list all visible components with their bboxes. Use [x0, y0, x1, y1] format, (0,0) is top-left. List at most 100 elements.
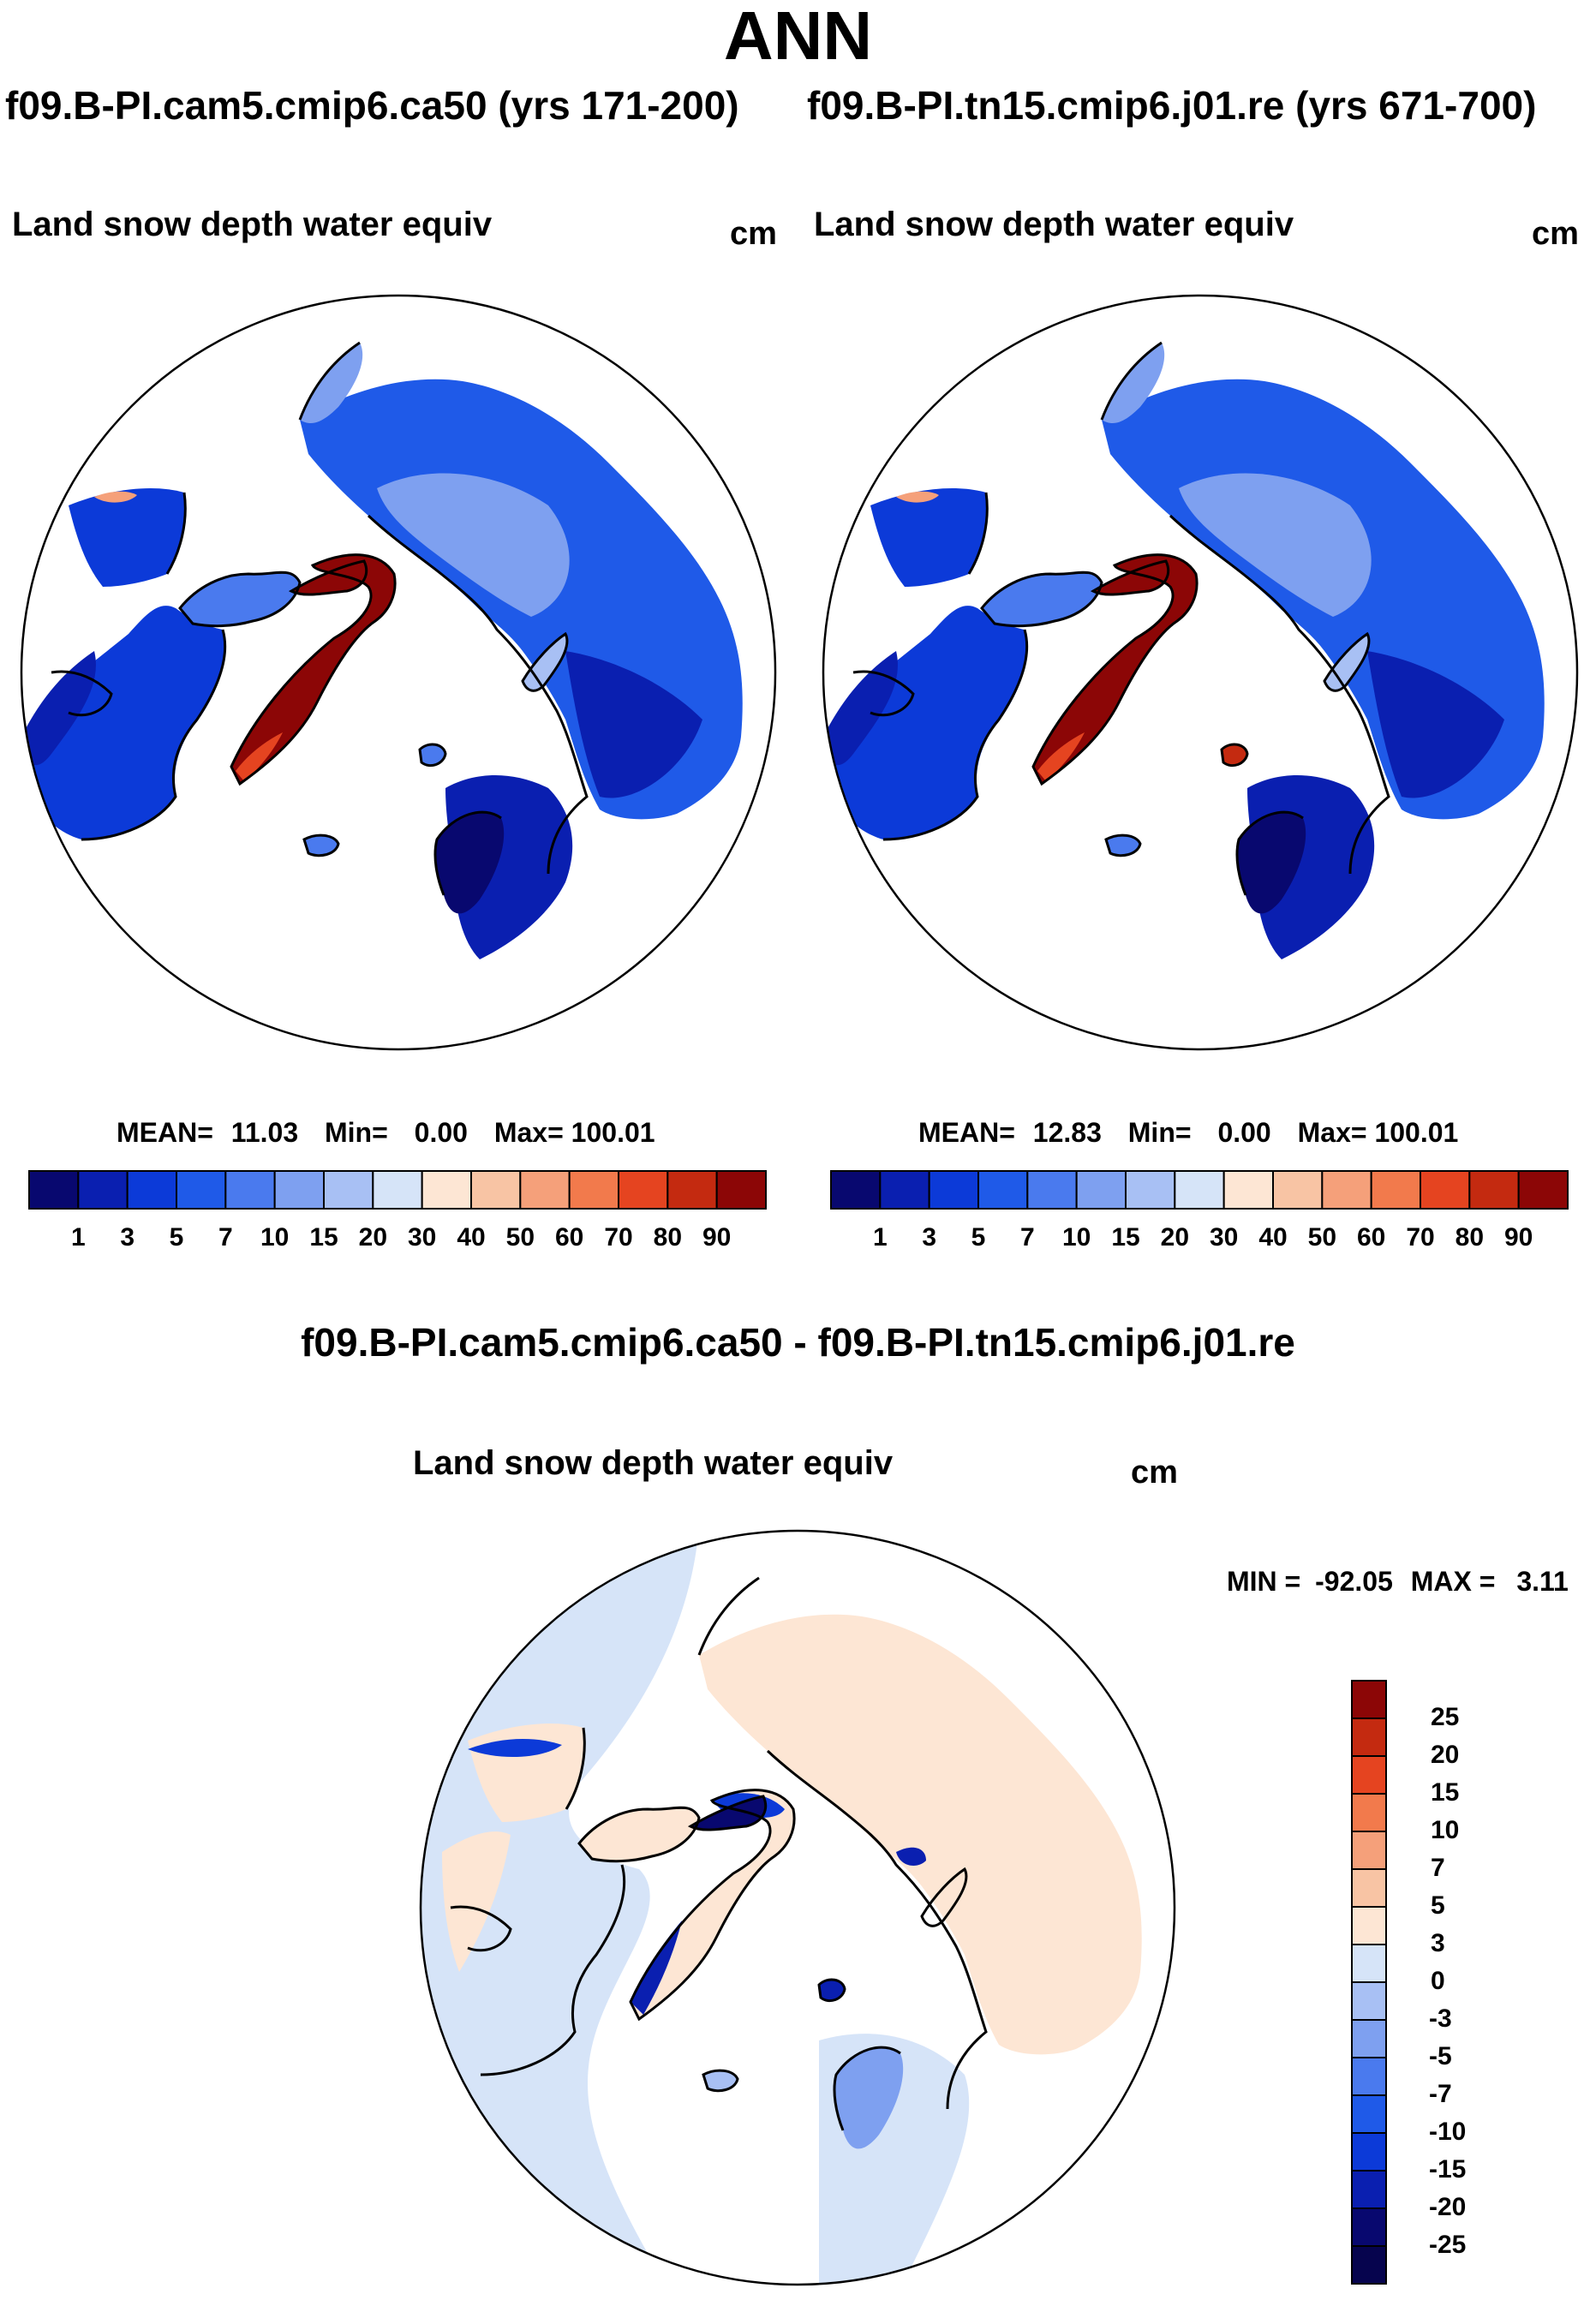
colorbar-swatch [1351, 2057, 1387, 2096]
colorbar-tick-label: 50 [1307, 1223, 1337, 1252]
ellesmere-diff-region [690, 1796, 766, 1831]
colorbar-tick-label: 3 [1431, 1929, 1445, 1957]
colorbar-swatch [1351, 1755, 1387, 1795]
colorbar-tick-label: 90 [702, 1223, 732, 1252]
ellesmere-region [1093, 561, 1169, 595]
colorbar-swatch [28, 1170, 80, 1210]
chukotka-region [1102, 343, 1165, 424]
siberia-south-region [1367, 651, 1504, 798]
coastline [298, 341, 361, 421]
colorbar-tick-label: 20 [1431, 1741, 1460, 1769]
diff-map [419, 1529, 1176, 2286]
ellesmere-region [291, 561, 367, 595]
colorbar-swatch [372, 1170, 423, 1210]
coastline [1323, 631, 1371, 692]
colorbar-tick-label: 80 [1455, 1223, 1485, 1252]
coastline [230, 553, 397, 786]
colorbar-swatch [928, 1170, 979, 1210]
colorbar-swatch [77, 1170, 129, 1210]
colorbar-tick-label: 5 [1431, 1891, 1445, 1920]
main-title: ANN [723, 0, 873, 74]
archipelago-region [982, 572, 1102, 626]
colorbar-swatch [1370, 1170, 1422, 1210]
colorbar-tick-label: 5 [169, 1223, 184, 1252]
colorbar-swatch [1351, 1793, 1387, 1832]
colorbar-tick-label: 15 [1111, 1223, 1140, 1252]
right-min-value: 0.00 [1217, 1117, 1271, 1148]
map-boundary [419, 1529, 1176, 2286]
alaska-coast-highlight [94, 491, 137, 503]
colorbar-swatch [666, 1170, 718, 1210]
coastline [565, 1727, 586, 1810]
coastline [629, 1789, 796, 2022]
coastline [450, 1905, 512, 1952]
colorbar-tick-label: 0 [1431, 1967, 1445, 1995]
colorbar-tick-label: -5 [1429, 2042, 1452, 2070]
coastline [367, 514, 589, 875]
colorbar-tick-label: 1 [872, 1223, 888, 1252]
left-colorbar-ticks: 1 3 5 7 10 15 20 30 40 50 60 70 80 90 [26, 1223, 773, 1258]
coastline [577, 1806, 701, 1863]
colorbar-tick-label: 7 [1019, 1223, 1035, 1252]
colorbar-tick-label: 60 [554, 1223, 584, 1252]
coastline [1090, 559, 1170, 596]
diff-max-value: 3.11 [1516, 1566, 1569, 1597]
left-mean-value: 11.03 [230, 1117, 299, 1148]
canada-east-region [21, 651, 96, 766]
greenland-margin-region [1037, 732, 1085, 781]
alaska-region [69, 488, 186, 587]
colorbar-tick-label: 3 [922, 1223, 936, 1252]
siberia-north-region [377, 473, 570, 617]
left-min-label: Min= [325, 1117, 388, 1148]
novaya-diff-region [896, 1847, 926, 1866]
svalbard-region [420, 744, 445, 766]
diff-stats: MIN = -92.05 MAX = 3.11 [1227, 1566, 1569, 1598]
scandinavia-diff-region [834, 2047, 904, 2149]
right-panel-units: cm [1532, 216, 1579, 252]
diff-min-value: -92.05 [1315, 1566, 1393, 1597]
diff-colorbar [1351, 1680, 1387, 2285]
coastline [480, 1864, 626, 2076]
colorbar-tick-label: 10 [1431, 1816, 1460, 1844]
colorbar-swatch [618, 1170, 669, 1210]
colorbar-tick-label: 3 [120, 1223, 134, 1252]
greenland-region [1033, 554, 1198, 784]
colorbar-swatch [224, 1170, 276, 1210]
left-map [20, 294, 777, 1051]
colorbar-swatch [1351, 1944, 1387, 1983]
colorbar-swatch [1351, 2132, 1387, 2172]
colorbar-tick-label: 30 [407, 1223, 437, 1252]
coastline [766, 1749, 988, 2110]
colorbar-swatch [470, 1170, 522, 1210]
siberia-north-region [1179, 473, 1372, 617]
colorbar-swatch [1351, 2207, 1387, 2247]
right-max-label: Max= [1297, 1117, 1367, 1148]
svalbard-diff-region [819, 1979, 845, 2001]
coastline [81, 629, 227, 841]
colorbar-swatch [830, 1170, 882, 1210]
greenland-diff-region [631, 1789, 795, 2019]
colorbar-swatch [1351, 1680, 1387, 1719]
diff-min-label: MIN = [1227, 1566, 1301, 1597]
svalbard-region [1222, 744, 1247, 766]
scandinavia-region [434, 812, 505, 914]
colorbar-swatch [1026, 1170, 1078, 1210]
coastline [687, 1795, 768, 1831]
archipelago-diff-region [579, 1807, 699, 1861]
coastline [852, 670, 915, 717]
archipelago-region [180, 572, 300, 626]
left-max-label: Max= [493, 1117, 564, 1148]
colorbar-swatch [1517, 1170, 1569, 1210]
left-colorbar [28, 1170, 768, 1210]
iceland-diff-region [703, 2070, 738, 2091]
colorbar-tick-label: -25 [1429, 2231, 1467, 2259]
scandinavia-region [1236, 812, 1306, 914]
left-mean-label: MEAN= [117, 1117, 213, 1148]
colorbar-tick-label: 1 [70, 1223, 86, 1252]
left-stats: MEAN= 11.03 Min= 0.00 Max= 100.01 [117, 1117, 655, 1149]
colorbar-swatch [1351, 2094, 1387, 2134]
colorbar-tick-label: 20 [358, 1223, 388, 1252]
colorbar-swatch [1321, 1170, 1372, 1210]
colorbar-swatch [323, 1170, 374, 1210]
colorbar-tick-label: -10 [1429, 2118, 1467, 2146]
